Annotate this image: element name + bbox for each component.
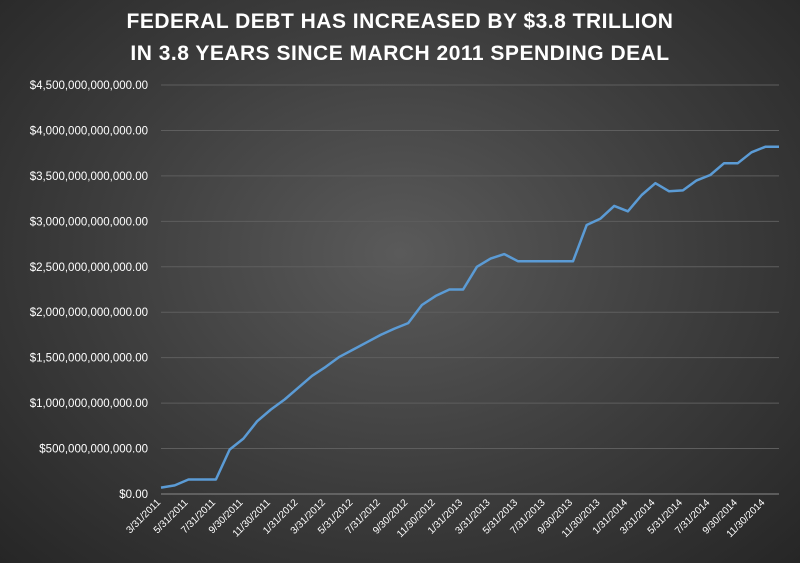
series-group [160, 145, 779, 489]
chart-title-line-2: IN 3.8 YEARS SINCE MARCH 2011 SPENDING D… [130, 42, 670, 65]
y-tick-label: $4,000,000,000,000.00 [30, 125, 148, 137]
gridlines [161, 84, 779, 495]
y-tick-label: $3,500,000,000,000.00 [30, 171, 148, 183]
y-tick-label: $4,500,000,000,000.00 [30, 80, 148, 92]
y-tick-label: $500,000,000,000.00 [39, 444, 148, 456]
x-axis-tick-labels: 3/31/20115/31/20117/31/20119/30/201111/3… [124, 497, 767, 540]
y-tick-label: $2,500,000,000,000.00 [30, 262, 148, 274]
y-tick-label: $0.00 [119, 489, 148, 501]
y-tick-label: $2,000,000,000,000.00 [30, 307, 148, 319]
federal-debt-series-line [160, 145, 779, 489]
y-axis-tick-labels: $0.00 $500,000,000,000.00 $1,000,000,000,0… [30, 80, 148, 501]
y-tick-label: $1,500,000,000,000.00 [30, 353, 148, 365]
y-tick-label: $1,000,000,000,000.00 [30, 398, 148, 410]
y-tick-label: $3,000,000,000,000.00 [30, 216, 148, 228]
chart-title-line-1: FEDERAL DEBT HAS INCREASED BY $3.8 TRILL… [126, 10, 674, 33]
